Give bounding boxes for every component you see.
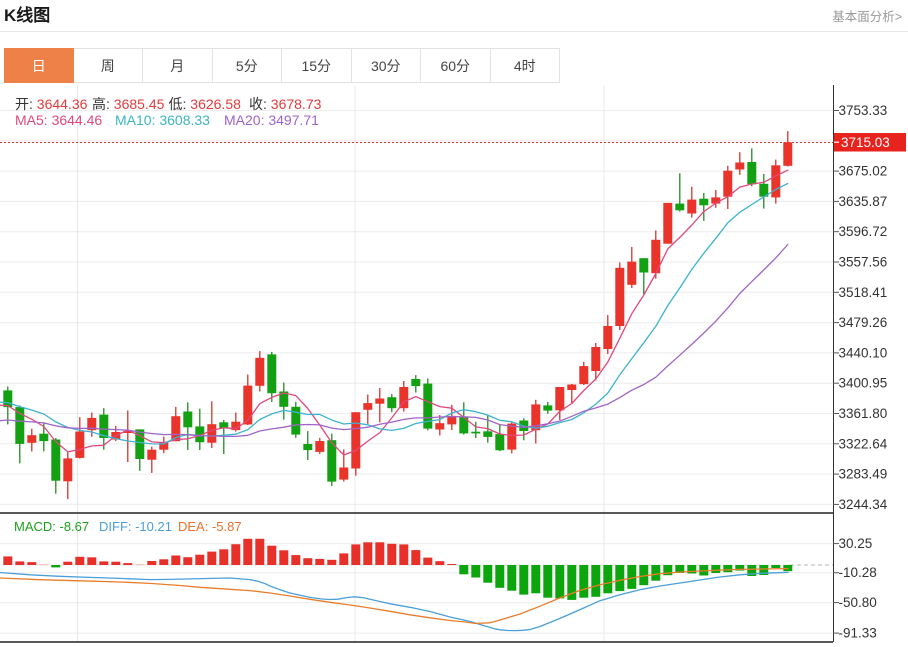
svg-text:3518.41: 3518.41	[839, 285, 888, 300]
svg-text:3479.26: 3479.26	[839, 315, 888, 330]
svg-text:-10.28: -10.28	[839, 565, 877, 580]
svg-text:3557.56: 3557.56	[839, 255, 888, 270]
svg-text:3753.33: 3753.33	[839, 103, 888, 118]
svg-text:-50.80: -50.80	[839, 595, 877, 610]
svg-text:3283.49: 3283.49	[839, 467, 888, 482]
svg-text:3715.03: 3715.03	[841, 135, 890, 150]
svg-text:3635.87: 3635.87	[839, 194, 888, 209]
svg-text:-91.33: -91.33	[839, 626, 877, 641]
svg-text:3361.80: 3361.80	[839, 406, 888, 421]
svg-text:3596.72: 3596.72	[839, 224, 888, 239]
svg-text:30.25: 30.25	[839, 536, 873, 551]
svg-text:3244.34: 3244.34	[839, 497, 888, 512]
svg-text:3322.64: 3322.64	[839, 436, 888, 451]
svg-text:3440.10: 3440.10	[839, 345, 888, 360]
svg-text:3400.95: 3400.95	[839, 376, 888, 391]
svg-text:3675.02: 3675.02	[839, 164, 888, 179]
